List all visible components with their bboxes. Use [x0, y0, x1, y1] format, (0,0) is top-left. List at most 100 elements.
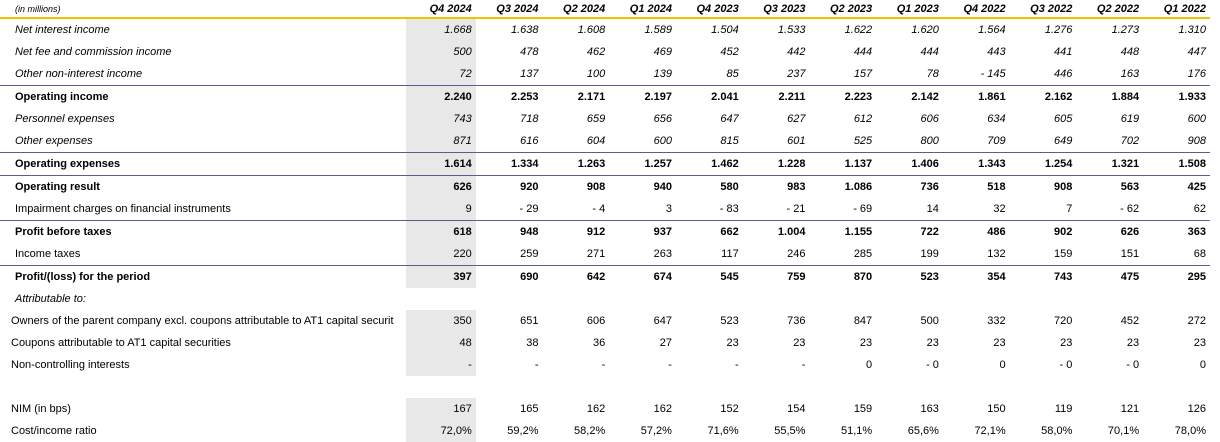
cell-value: 0 — [999, 359, 1006, 371]
cell-value: 58,0% — [1041, 425, 1073, 437]
cell-value: 152 — [720, 403, 739, 415]
cell-value: 1.589 — [644, 24, 672, 36]
cell-value: 475 — [1120, 271, 1140, 283]
cell-value: 151 — [1076, 243, 1144, 266]
cell-value: 662 — [720, 226, 739, 238]
header-row: (in millions) Q4 2024 Q3 2024 Q2 2024 Q1 20… — [0, 0, 1210, 19]
row-label: Net fee and commission income — [15, 46, 172, 58]
cell-value: 523 — [720, 315, 739, 327]
cell-value: 604 — [542, 130, 610, 153]
cell-value: 157 — [809, 63, 877, 86]
cell-value: 441 — [1054, 46, 1073, 58]
cell-value: - 0 — [1126, 359, 1140, 371]
cell-value — [1010, 288, 1077, 310]
cell-value: 14 — [876, 198, 943, 221]
unit-label: (in millions) — [0, 0, 407, 19]
cell-value: 7 — [1009, 198, 1077, 221]
cell-value: 295 — [1187, 271, 1206, 283]
cell-value: 627 — [787, 113, 806, 125]
cell-value — [406, 288, 476, 310]
cell-value — [1143, 376, 1210, 398]
cell-value: 1.614 — [406, 152, 476, 176]
cell-value — [1076, 288, 1143, 310]
row-label: Income taxes — [0, 243, 407, 266]
cell-value: 444 — [920, 46, 939, 58]
table-row: Impairment charges on financial instrume… — [0, 198, 1210, 221]
cell-value: 1.668 — [406, 18, 476, 41]
cell-value — [1076, 376, 1143, 398]
cell-value — [543, 376, 610, 398]
row-label: Non-controlling interests — [11, 359, 130, 371]
table-row: NIM (in bps) 167 165 162 162 152 154 159 163 150 1… — [0, 398, 1210, 420]
cell-value: 448 — [1120, 46, 1140, 58]
cell-value — [476, 376, 543, 398]
cell-value: 23 — [726, 337, 739, 349]
cell-value: 937 — [653, 226, 672, 238]
cell-value: 163 — [1076, 63, 1144, 86]
table-row: Net fee and commission income 500 478 462 46… — [0, 41, 1210, 63]
table-row: Operating result 626 920 908 940 580 983 1.086 7… — [0, 175, 1210, 198]
column-header: Q2 2024 — [542, 0, 610, 19]
cell-value: - 145 — [942, 63, 1010, 86]
cell-value: 2.162 — [1044, 91, 1073, 103]
cell-value: 815 — [675, 130, 743, 153]
cell-value — [943, 376, 1010, 398]
cell-value: - 0 — [926, 359, 939, 371]
row-label: Owners of the parent company excl. coupo… — [11, 315, 394, 327]
cell-value: 1.622 — [844, 24, 873, 36]
cell-value: 619 — [1120, 113, 1140, 125]
column-header: Q1 2023 — [876, 0, 943, 19]
cell-value: 500 — [920, 315, 939, 327]
cell-value: 616 — [475, 130, 543, 153]
cell-value: 447 — [1187, 46, 1206, 58]
row-label: Cost/income ratio — [11, 425, 97, 437]
cell-value: 2.171 — [577, 91, 606, 103]
cell-value: 1.933 — [1178, 91, 1206, 103]
row-label: Profit before taxes — [15, 226, 112, 238]
cell-value: 57,2% — [640, 425, 672, 437]
cell-value: 612 — [853, 113, 873, 125]
cell-value: 626 — [1120, 226, 1140, 238]
cell-value: 618 — [406, 220, 476, 243]
cell-value: 486 — [987, 226, 1006, 238]
cell-value: 100 — [542, 63, 610, 86]
cell-value: 68 — [1143, 243, 1210, 266]
cell-value: 0 — [866, 359, 873, 371]
column-header: Q3 2024 — [475, 0, 543, 19]
column-header: Q4 2024 — [406, 0, 476, 19]
cell-value: 165 — [520, 403, 539, 415]
cell-value: 759 — [787, 271, 806, 283]
cell-value: 1.086 — [844, 181, 873, 193]
cell-value: 1.310 — [1178, 24, 1206, 36]
cell-value: - — [735, 359, 739, 371]
cell-value: 722 — [920, 226, 939, 238]
cell-value: 1.334 — [475, 152, 543, 176]
row-label: Operating expenses — [0, 152, 407, 176]
cell-value — [676, 376, 743, 398]
cell-value: 70,1% — [1107, 425, 1140, 437]
cell-value: 2.211 — [778, 91, 806, 103]
cell-value: 1.861 — [978, 91, 1006, 103]
column-header: Q4 2022 — [942, 0, 1010, 19]
cell-value: 23 — [793, 337, 806, 349]
cell-value: 1.263 — [542, 152, 610, 176]
cell-value: 908 — [1143, 130, 1210, 153]
cell-value: 605 — [1054, 113, 1073, 125]
cell-value: 163 — [920, 403, 939, 415]
cell-value: 642 — [586, 271, 606, 283]
cell-value: 1.508 — [1143, 152, 1210, 176]
cell-value: 1.228 — [742, 152, 810, 176]
cell-value: 452 — [1120, 315, 1140, 327]
cell-value: 72 — [406, 63, 476, 86]
cell-value — [809, 376, 876, 398]
cell-value: 162 — [586, 403, 606, 415]
cell-value: 743 — [1054, 271, 1073, 283]
cell-value: 72,0% — [406, 420, 476, 442]
column-header: Q1 2022 — [1143, 0, 1210, 19]
cell-value: 162 — [653, 403, 672, 415]
cell-value: 23 — [1126, 337, 1140, 349]
cell-value: 446 — [1009, 63, 1077, 86]
row-label — [0, 376, 406, 398]
column-header: Q3 2022 — [1009, 0, 1077, 19]
cell-value: - 83 — [675, 198, 743, 221]
